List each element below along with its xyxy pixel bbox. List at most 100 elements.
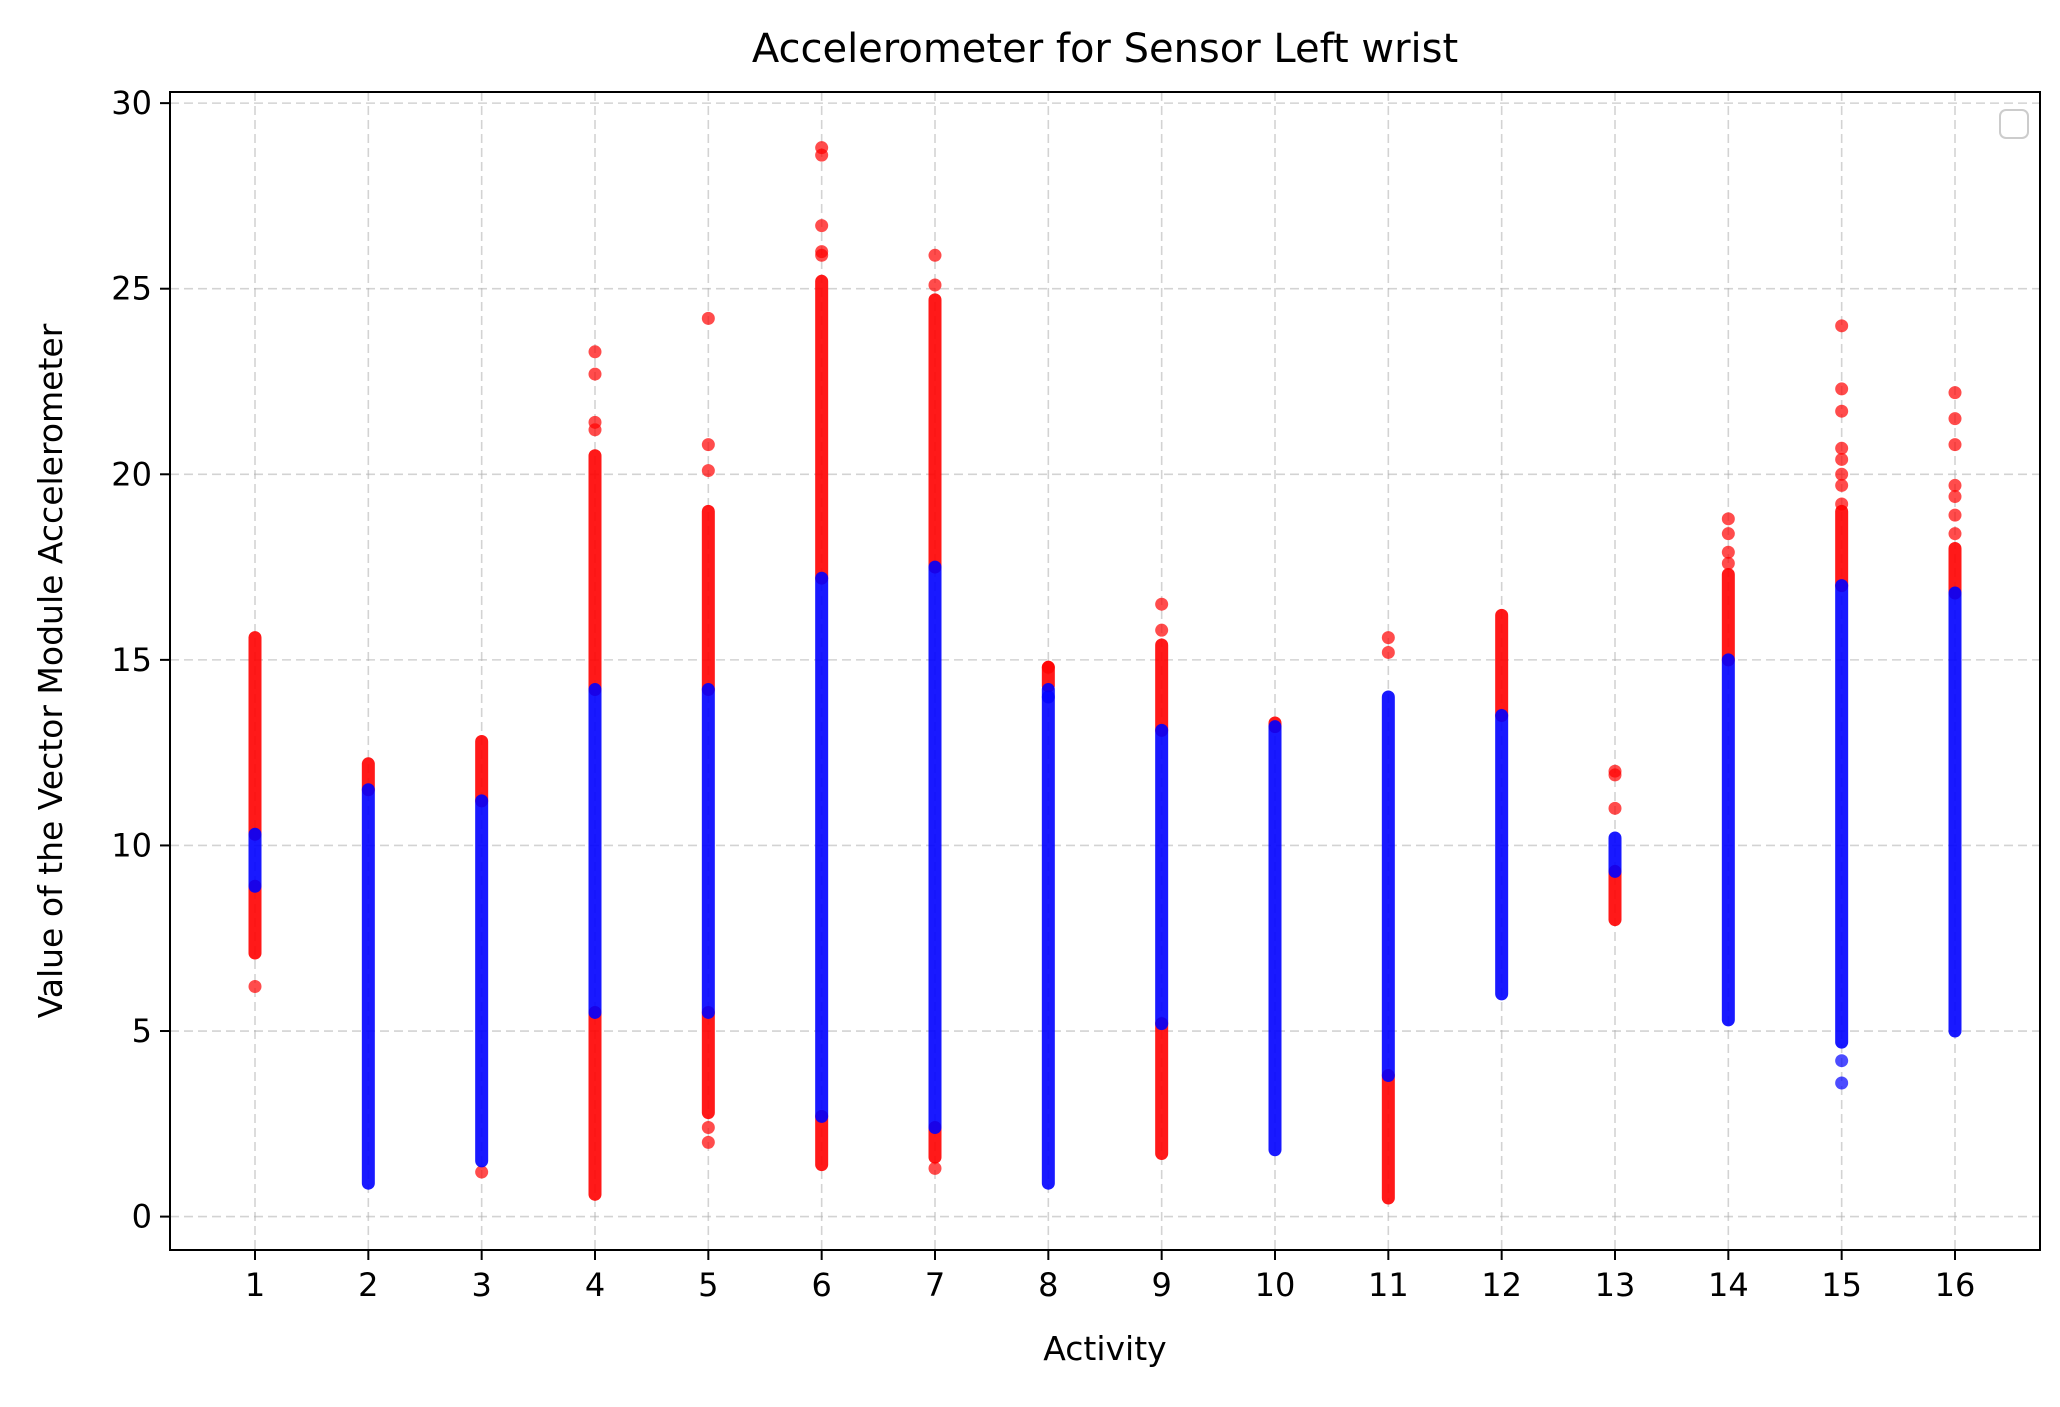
outlier-point: [928, 278, 942, 292]
x-axis-title: Activity: [1043, 1329, 1166, 1368]
outlier-point-cluster: [475, 735, 489, 808]
outlier-point: [1721, 545, 1735, 559]
outlier-point: [1948, 527, 1962, 541]
outlier-point: [1041, 660, 1055, 674]
outlier-point-cluster: [701, 1005, 715, 1120]
outlier-point: [1835, 404, 1849, 418]
outlier-point-cluster: [815, 1109, 829, 1172]
outlier-point: [701, 1121, 715, 1135]
x-tick-label: 2: [358, 1266, 378, 1304]
outlier-point: [588, 345, 602, 359]
outlier-point: [1835, 382, 1849, 396]
outlier-point: [1608, 801, 1622, 815]
inlier-point-cluster: [1155, 723, 1169, 1031]
outlier-point: [1835, 441, 1849, 455]
outlier-point: [701, 311, 715, 325]
outlier-point: [1721, 527, 1735, 541]
outlier-point-cluster: [588, 1005, 602, 1201]
outlier-point: [928, 1161, 942, 1175]
inlier-point-cluster: [361, 783, 375, 1190]
outlier-point: [1381, 631, 1395, 645]
outlier-point: [1835, 452, 1849, 466]
outlier-point-cluster: [1721, 568, 1735, 667]
x-tick-label: 6: [811, 1266, 831, 1304]
y-tick-label: 5: [132, 1012, 152, 1050]
x-tick-label: 7: [925, 1266, 945, 1304]
inlier-point-cluster: [1268, 720, 1282, 1157]
outlier-series: [248, 141, 1962, 1205]
inlier-point-cluster: [1835, 579, 1849, 1049]
inlier-series: [248, 560, 1962, 1190]
outlier-point: [1948, 490, 1962, 504]
inlier-point-cluster: [1381, 690, 1395, 1083]
outlier-point: [1155, 623, 1169, 637]
outlier-point: [588, 415, 602, 429]
outlier-point: [815, 141, 829, 155]
outlier-point: [1835, 478, 1849, 492]
x-tick-label: 12: [1481, 1266, 1522, 1304]
outlier-point: [1381, 645, 1395, 659]
outlier-point: [701, 1135, 715, 1149]
outlier-point: [1948, 412, 1962, 426]
inlier-point: [1835, 1076, 1849, 1090]
inlier-point-cluster: [588, 683, 602, 1019]
outlier-point: [475, 1165, 489, 1179]
x-tick-label: 1: [245, 1266, 265, 1304]
chart-title: Accelerometer for Sensor Left wrist: [752, 26, 1458, 72]
x-tick-label: 16: [1935, 1266, 1976, 1304]
x-tick-label: 15: [1821, 1266, 1862, 1304]
outlier-point-cluster: [248, 879, 262, 960]
x-tick-label: 3: [471, 1266, 491, 1304]
outlier-point: [1721, 556, 1735, 570]
y-tick-label: 10: [111, 826, 152, 864]
outlier-point-cluster: [1835, 504, 1849, 593]
outlier-point: [1155, 597, 1169, 611]
inlier-point-cluster: [475, 794, 489, 1168]
inlier-point-cluster: [928, 560, 942, 1135]
outlier-point: [1948, 386, 1962, 400]
outlier-point: [815, 219, 829, 233]
outlier-point-cluster: [248, 631, 262, 841]
inlier-point-cluster: [248, 827, 262, 893]
outlier-point-cluster: [1495, 608, 1509, 723]
outlier-point: [701, 464, 715, 478]
x-tick-label: 14: [1708, 1266, 1749, 1304]
inlier-point-cluster: [1608, 831, 1622, 878]
inlier-point: [1041, 690, 1055, 704]
outlier-point: [1948, 438, 1962, 452]
inlier-point-cluster: [701, 683, 715, 1019]
x-tick-label: 9: [1151, 1266, 1171, 1304]
y-axis-title: Value of the Vector Module Accelerometer: [31, 323, 70, 1018]
inlier-point-cluster: [815, 571, 829, 1123]
outlier-point-cluster: [1155, 638, 1169, 737]
x-tick-label: 11: [1368, 1266, 1409, 1304]
outlier-point: [1835, 319, 1849, 333]
outlier-point: [815, 245, 829, 259]
outlier-point: [1948, 508, 1962, 522]
inlier-point: [1835, 1054, 1849, 1068]
x-tick-label: 8: [1038, 1266, 1058, 1304]
outlier-point: [1948, 478, 1962, 492]
inlier-point-cluster: [1495, 709, 1509, 1001]
outlier-point-cluster: [1608, 864, 1622, 927]
y-tick-label: 0: [132, 1198, 152, 1236]
x-tick-label: 5: [698, 1266, 718, 1304]
outlier-point: [701, 438, 715, 452]
outlier-point-cluster: [588, 449, 602, 697]
inlier-point-cluster: [1721, 653, 1735, 1027]
outlier-point-cluster: [928, 293, 942, 574]
outlier-point: [588, 367, 602, 381]
outlier-point: [1608, 764, 1622, 778]
outlier-point-cluster: [815, 274, 829, 585]
legend-box: [1999, 109, 2029, 139]
inlier-point-cluster: [1041, 683, 1055, 1190]
plot-frame: [169, 91, 2041, 1251]
outlier-point-cluster: [1948, 542, 1962, 600]
outlier-point: [1835, 497, 1849, 511]
outlier-point: [248, 979, 262, 993]
x-tick-label: 4: [585, 1266, 605, 1304]
y-tick-label: 25: [111, 270, 152, 308]
inlier-point-cluster: [1948, 586, 1962, 1038]
